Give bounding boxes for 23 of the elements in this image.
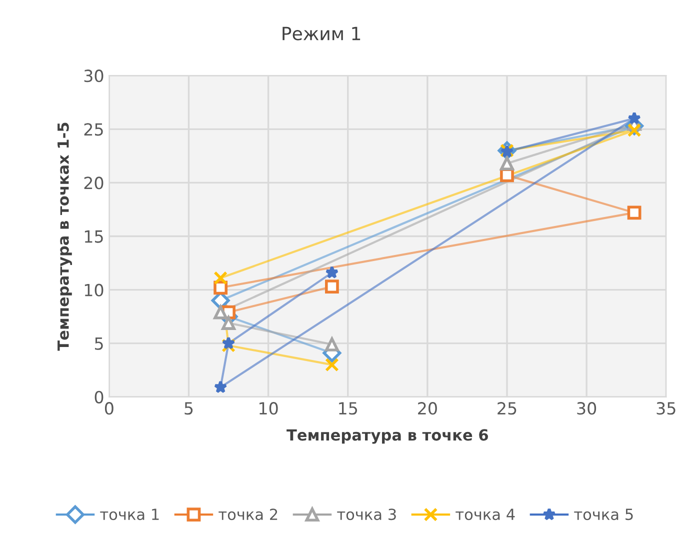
legend-label: точка 3 <box>337 508 396 520</box>
x-tick-label: 35 <box>656 402 676 415</box>
y-tick-label: 10 <box>84 284 104 296</box>
legend-label: точка 1 <box>100 508 159 520</box>
legend-label: точка 5 <box>574 508 633 520</box>
x-tick-label: 0 <box>104 402 114 415</box>
y-tick-label: 0 <box>94 390 104 404</box>
x-tick-label: 25 <box>498 402 516 415</box>
y-tick-label: 20 <box>84 176 104 190</box>
y-tick-label: 25 <box>84 123 103 136</box>
y-tick-label: 5 <box>95 338 103 350</box>
y-tick-label: 15 <box>84 230 103 243</box>
x-tick-label: 20 <box>418 402 437 415</box>
y-axis-title: Температура в точках 1-5 <box>58 122 72 351</box>
chart-title: Режим 1 <box>282 26 360 40</box>
x-tick-label: 30 <box>577 402 596 415</box>
x-tick-label: 15 <box>339 402 358 415</box>
y-tick-label: 30 <box>84 70 104 82</box>
legend-label: точка 2 <box>218 508 278 520</box>
x-axis-title: Температура в точке 6 <box>286 429 488 444</box>
x-tick-label: 10 <box>260 402 278 415</box>
legend-label: точка 4 <box>456 508 515 520</box>
x-tick-label: 5 <box>184 402 193 415</box>
